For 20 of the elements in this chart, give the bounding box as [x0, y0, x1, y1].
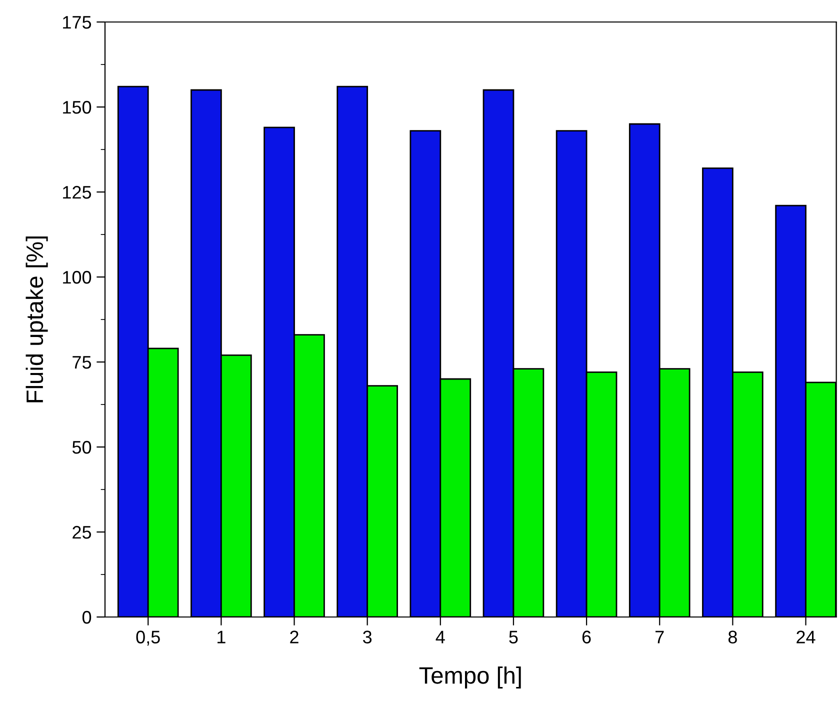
x-tick-label: 8 — [728, 630, 737, 644]
x-tick-label: 0,5 — [136, 630, 160, 646]
y-tick-label: 0 — [82, 610, 92, 624]
x-tick-label: 3 — [363, 630, 372, 644]
y-axis-title: Fluid uptake [%] — [26, 236, 48, 402]
y-tick-label: 75 — [72, 356, 92, 369]
x-tick-label: 24 — [796, 630, 816, 644]
y-tick-label: 25 — [72, 526, 92, 539]
y-tick-label: 50 — [72, 440, 92, 454]
x-tick-label: 4 — [436, 630, 445, 644]
y-tick-label: 125 — [63, 186, 92, 199]
x-tick-label: 1 — [218, 630, 226, 644]
x-tick-label: 7 — [656, 630, 664, 644]
x-axis-title: Tempo [h] — [419, 666, 521, 688]
x-tick-label: 2 — [290, 630, 298, 644]
y-tick-label: 150 — [63, 100, 92, 114]
y-tick-label: 175 — [63, 16, 92, 29]
x-tick-label: 6 — [582, 630, 591, 644]
y-tick-label: 100 — [63, 270, 92, 284]
x-tick-label: 5 — [509, 630, 518, 644]
